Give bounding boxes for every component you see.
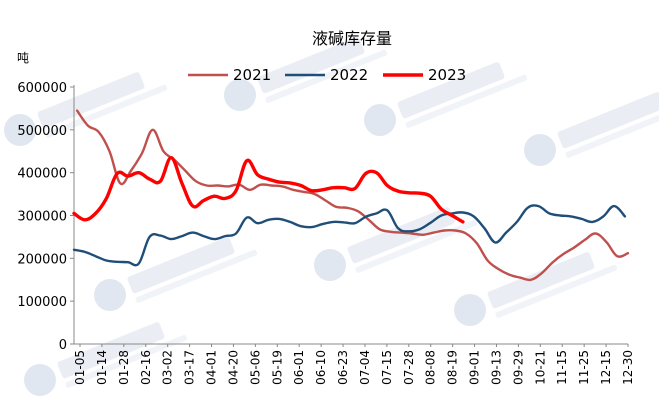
y-tick-label: 600000 <box>17 81 67 96</box>
x-tick-label: 04-01 <box>205 350 219 385</box>
x-tick-label: 02-16 <box>139 350 153 385</box>
axes <box>70 85 629 347</box>
series-line-2022 <box>72 204 627 267</box>
x-tick-label: 06-23 <box>336 350 350 385</box>
watermark-logo <box>454 252 618 326</box>
chart-title: 液碱库存量 <box>312 29 392 48</box>
watermark-logo <box>224 37 388 111</box>
x-tick-label: 06-10 <box>314 350 328 385</box>
y-tick-label: 100000 <box>17 295 67 310</box>
y-tick-labels: 600000 500000 400000 300000 200000 100000 0 <box>17 81 67 353</box>
x-tick-label: 01-05 <box>73 350 87 385</box>
legend: 2021 2022 2023 <box>188 66 466 84</box>
x-tick-label: 09-29 <box>511 350 525 385</box>
y-tick-label: 500000 <box>17 124 67 139</box>
x-tick-label: 10-21 <box>533 350 547 385</box>
x-tick-label: 12-30 <box>621 350 635 385</box>
legend-label-2023: 2023 <box>428 66 466 84</box>
legend-label-2022: 2022 <box>330 66 368 84</box>
x-tick-label: 07-15 <box>380 350 394 385</box>
x-tick-label: 09-13 <box>489 350 503 385</box>
x-tick-label: 11-15 <box>555 350 569 385</box>
watermark-logo <box>314 207 478 281</box>
watermark-layer <box>4 37 659 396</box>
x-tick-label: 05-19 <box>270 350 284 385</box>
watermark-logo <box>364 62 528 136</box>
x-tick-labels: 01-05 01-14 01-28 02-16 03-02 03-17 04-01 04-20… <box>73 350 635 385</box>
x-tick-label: 03-17 <box>183 350 197 385</box>
x-tick-label: 07-28 <box>402 350 416 385</box>
x-tick-label: 11-25 <box>577 350 591 385</box>
x-tick-label: 12-15 <box>599 350 613 385</box>
legend-label-2021: 2021 <box>233 66 271 84</box>
x-tick-label: 07-04 <box>358 350 372 385</box>
x-tick-label: 03-02 <box>161 350 175 385</box>
watermark-logo <box>524 92 659 166</box>
watermark-logo <box>4 72 168 146</box>
x-tick-label: 04-20 <box>226 350 240 385</box>
x-tick-label: 01-14 <box>95 350 109 385</box>
watermark-logo <box>94 237 258 311</box>
series-line-2023 <box>72 156 465 224</box>
y-tick-label: 0 <box>59 338 67 353</box>
x-tick-label: 09-01 <box>468 350 482 385</box>
x-tick-label: 08-19 <box>446 350 460 385</box>
x-tick-label: 05-06 <box>248 350 262 385</box>
y-tick-label: 400000 <box>17 167 67 182</box>
series-line-2021 <box>75 109 630 282</box>
x-tick-label: 06-01 <box>292 350 306 385</box>
y-tick-label: 300000 <box>17 210 67 225</box>
y-tick-label: 200000 <box>17 252 67 267</box>
x-tick-label: 01-28 <box>117 350 131 385</box>
series-layer <box>72 109 630 282</box>
watermark-logo <box>24 322 188 396</box>
y-axis-unit-label: 吨 <box>17 51 29 65</box>
x-tick-label: 08-08 <box>424 350 438 385</box>
